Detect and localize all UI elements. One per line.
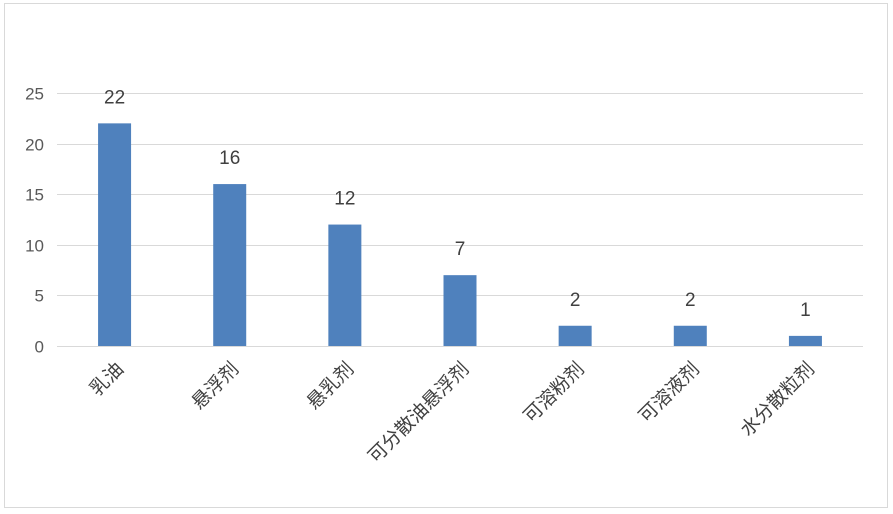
category-label-5: 可溶粉剂: [519, 358, 588, 427]
data-label-1: 22: [104, 87, 125, 108]
bar-2: [213, 184, 247, 346]
bars: [98, 123, 822, 346]
y-axis-ticks: 0 5 10 15 20 25: [25, 85, 44, 357]
category-label-3: 悬乳剂: [303, 358, 359, 414]
category-label-1: 乳油: [86, 358, 128, 400]
bar-7: [788, 335, 822, 346]
data-label-7: 1: [800, 300, 811, 321]
y-tick-label-5: 5: [35, 287, 44, 306]
bar-5: [558, 325, 592, 346]
category-label-7: 水分散粒剂: [736, 358, 819, 441]
y-tick-label-15: 15: [25, 186, 44, 205]
data-label-6: 2: [685, 290, 696, 311]
data-label-3: 12: [334, 189, 355, 210]
y-tick-label-20: 20: [25, 136, 44, 155]
category-label-4: 可分散油悬浮剂: [364, 358, 474, 468]
chart-frame: [4, 3, 888, 508]
bar-6: [673, 325, 707, 346]
y-tick-label-0: 0: [35, 338, 44, 357]
bar-3: [328, 224, 362, 346]
data-label-2: 16: [219, 148, 240, 169]
x-axis-categories: 乳油 悬浮剂 悬乳剂 可分散油悬浮剂 可溶粉剂 可溶液剂 水分散粒剂: [86, 358, 819, 468]
y-tick-label-10: 10: [25, 237, 44, 256]
bar-1: [98, 123, 132, 346]
gridlines: [57, 93, 863, 347]
data-label-5: 2: [570, 290, 581, 311]
data-label-4: 7: [455, 239, 466, 260]
y-tick-label-25: 25: [25, 85, 44, 104]
category-label-6: 可溶液剂: [635, 358, 704, 427]
bar-4: [443, 275, 477, 346]
category-label-2: 悬浮剂: [187, 358, 243, 414]
